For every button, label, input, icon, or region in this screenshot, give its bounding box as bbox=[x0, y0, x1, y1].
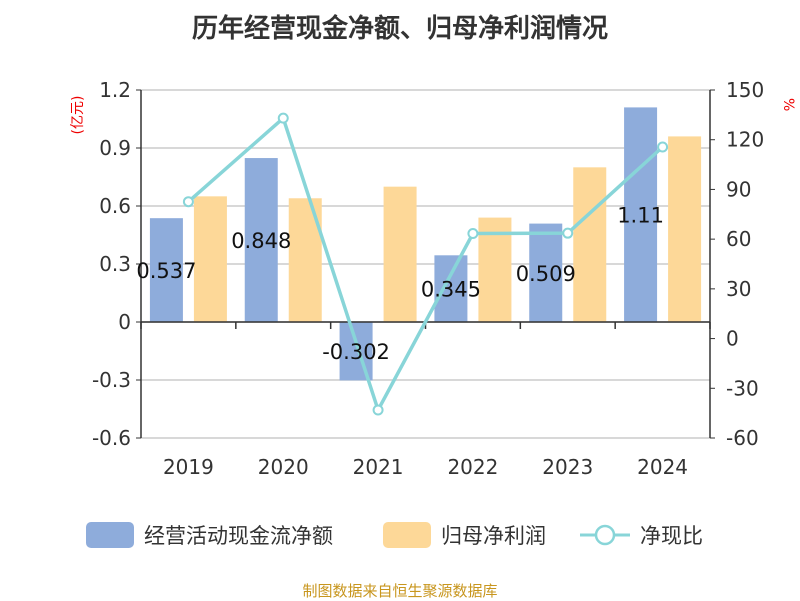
line-point bbox=[372, 404, 384, 416]
y-tick-label-left: 0.3 bbox=[99, 252, 131, 276]
y-axis-label-right: % bbox=[780, 98, 796, 111]
y-tick-label-left: -0.6 bbox=[92, 426, 131, 450]
y-tick-label-right: 120 bbox=[726, 128, 764, 152]
legend-swatch-profit bbox=[383, 522, 431, 548]
bar-cashflow bbox=[244, 158, 278, 322]
y-tick-label-right: 60 bbox=[726, 227, 751, 251]
x-tick-label: 2023 bbox=[542, 455, 593, 479]
x-tick-label: 2021 bbox=[353, 455, 404, 479]
legend-label-profit: 归母净利润 bbox=[441, 524, 546, 548]
y-axis-label-left: (亿元) bbox=[70, 96, 86, 135]
line-point bbox=[562, 227, 574, 239]
line-point bbox=[467, 228, 479, 240]
bar-cashflow bbox=[624, 107, 658, 323]
chart-title: 历年经营现金净额、归母净利润情况 bbox=[191, 14, 608, 44]
data-label: -0.302 bbox=[322, 340, 390, 364]
bar-profit bbox=[573, 167, 607, 322]
legend-label-ratio: 净现比 bbox=[640, 524, 703, 548]
x-tick-label: 2019 bbox=[163, 455, 214, 479]
line-point bbox=[277, 112, 289, 124]
line-netcash-ratio bbox=[187, 115, 664, 415]
data-label: 0.537 bbox=[136, 259, 196, 283]
x-tick-label: 2022 bbox=[447, 455, 498, 479]
y-tick-label-left: -0.3 bbox=[92, 368, 131, 392]
bar-cashflow bbox=[434, 255, 468, 322]
legend-swatch-cashflow bbox=[86, 522, 134, 548]
y-tick-label-right: -60 bbox=[726, 426, 759, 450]
y-tick-label-left: 0.9 bbox=[99, 136, 131, 160]
bar-profit bbox=[668, 136, 702, 322]
y-tick-label-right: 30 bbox=[726, 277, 751, 301]
bar-profit bbox=[383, 186, 417, 322]
x-tick-label: 2024 bbox=[637, 455, 688, 479]
data-label: 0.848 bbox=[231, 229, 291, 253]
y-tick-label-right: 0 bbox=[726, 327, 739, 351]
data-label: 0.345 bbox=[421, 278, 481, 302]
y-tick-label-left: 0 bbox=[118, 310, 131, 334]
y-tick-label-left: 0.6 bbox=[99, 194, 131, 218]
y-tick-label-right: 90 bbox=[726, 177, 751, 201]
bar-cashflow bbox=[149, 218, 183, 322]
data-label: 1.11 bbox=[617, 204, 664, 228]
legend-label-cashflow: 经营活动现金流净额 bbox=[144, 524, 333, 548]
legend-swatch-circle bbox=[594, 524, 616, 546]
source-note: 制图数据来自恒生聚源数据库 bbox=[302, 582, 498, 600]
line-point bbox=[182, 196, 194, 208]
bar-cashflow bbox=[529, 223, 563, 322]
line-point bbox=[657, 141, 669, 153]
data-label: 0.509 bbox=[516, 262, 576, 286]
y-tick-label-right: 150 bbox=[726, 78, 764, 102]
x-tick-label: 2020 bbox=[258, 455, 309, 479]
y-tick-label-right: -30 bbox=[726, 376, 759, 400]
bar-profit bbox=[193, 196, 227, 322]
y-tick-label-left: 1.2 bbox=[99, 78, 131, 102]
